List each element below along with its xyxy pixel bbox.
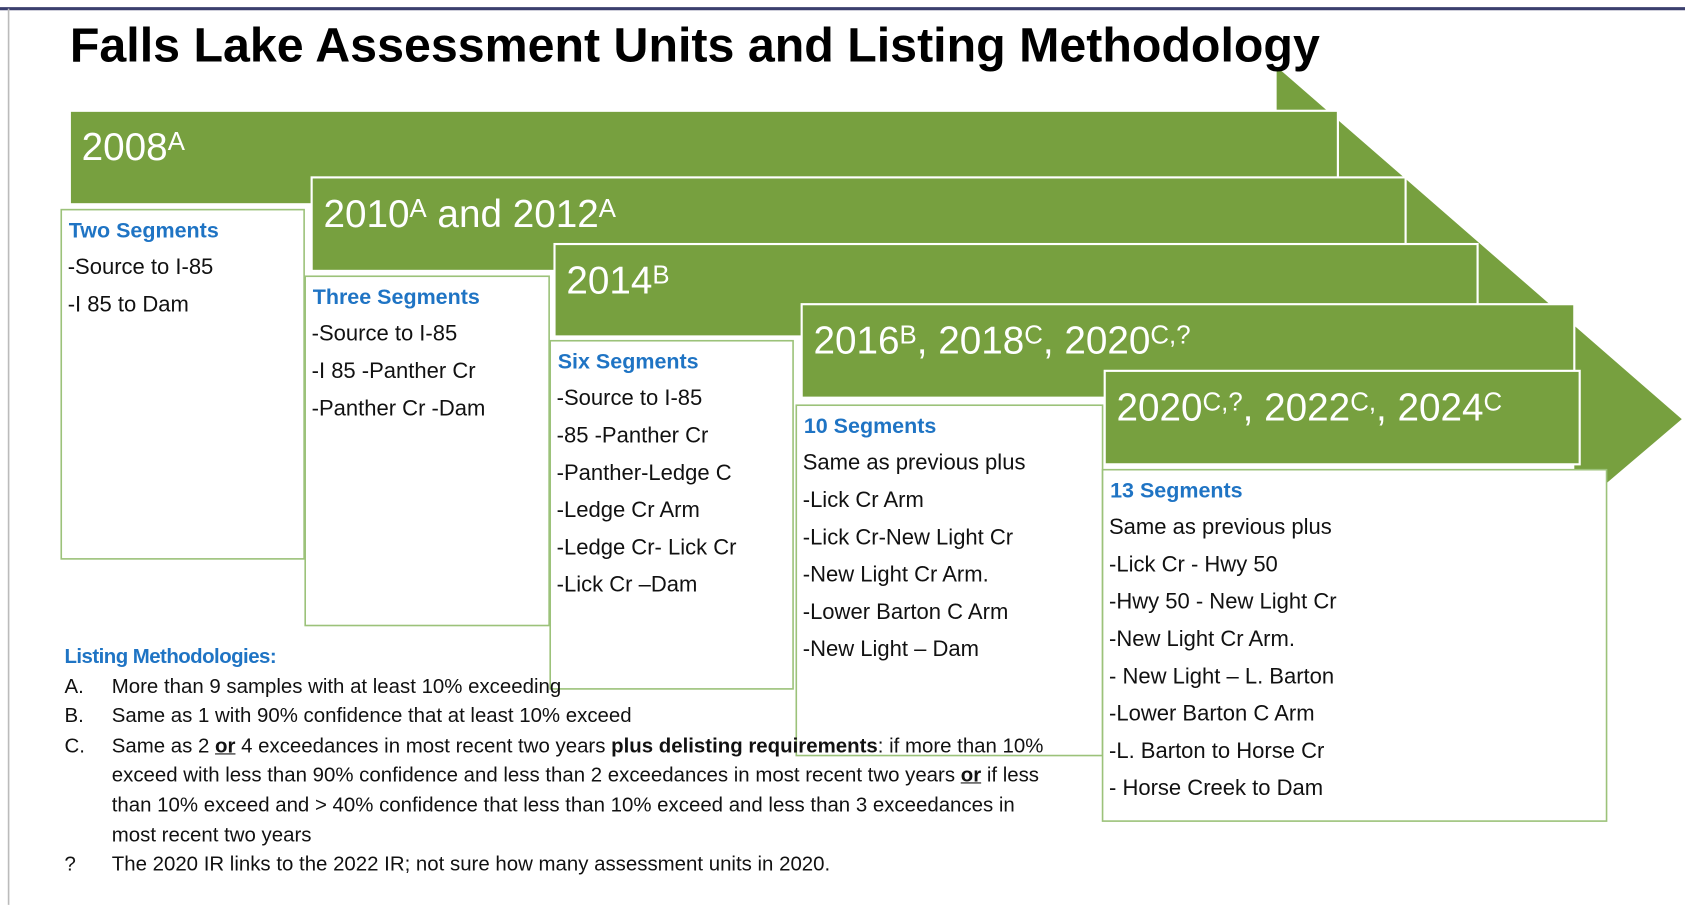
box-item: Same as previous plus <box>1109 514 1332 539</box>
item-marker: C. <box>64 734 85 758</box>
label-text: , 2018 <box>917 320 1025 363</box>
arrow-band <box>1103 369 1581 466</box>
superscript: C, <box>1350 388 1376 416</box>
box-heading: Six Segments <box>558 350 699 374</box>
box-heading: Two Segments <box>69 219 219 243</box>
methodology-item: A. More than 9 samples with at least 10% … <box>64 672 1096 702</box>
superscript: C,? <box>1150 321 1190 349</box>
box-item: -Ledge Cr- Lick Cr <box>557 534 737 559</box>
text-run: plus delisting requirements <box>611 734 878 758</box>
box-item: -I 85 to Dam <box>68 291 189 316</box>
box-item: -Source to I-85 <box>312 321 458 346</box>
methodologies-heading: Listing Methodologies: <box>64 645 277 669</box>
arrow-label: 2020C,?, 2022C,, 2024C <box>1117 386 1503 429</box>
box-item: -Panther Cr -Dam <box>312 395 486 420</box>
methodology-item: B. Same as 1 with 90% confidence that at … <box>64 702 1096 732</box>
superscript: A <box>409 194 427 222</box>
box-item: -Lower Barton C Arm <box>1109 701 1315 726</box>
item-marker: A. <box>64 675 84 699</box>
arrow-label: 2014B <box>566 259 669 302</box>
label-text: 2014 <box>566 259 652 302</box>
box-item: -Lick Cr-New Light Cr <box>803 524 1013 549</box>
item-text: Same as 2 or 4 exceedances in most recen… <box>112 732 1058 851</box>
label-text: 2010 <box>323 193 409 236</box>
title: Falls Lake Assessment Units and Listing … <box>70 18 1320 72</box>
box-item: -Hwy 50 - New Light Cr <box>1109 589 1337 614</box>
box-item: -Source to I-85 <box>557 385 703 410</box>
superscript: C <box>1484 388 1503 416</box>
text-run: More than 9 samples with at least 10% ex… <box>111 675 562 699</box>
superscript: A <box>599 194 617 222</box>
label-text: 2008 <box>82 126 168 169</box>
methodology-item: C. Same as 2 or 4 exceedances in most rec… <box>64 732 1096 851</box>
item-marker: ? <box>64 853 76 877</box>
segment-box <box>304 275 550 627</box>
box-item: -Panther-Ledge C <box>557 460 732 485</box>
arrow-label: 2010A and 2012A <box>323 193 616 236</box>
box-item: Same as previous plus <box>803 450 1026 475</box>
superscript: A <box>168 128 186 156</box>
segment-box <box>60 208 305 560</box>
text-run: or <box>215 734 236 758</box>
box-item: -I 85 -Panther Cr <box>312 358 476 383</box>
label-text: 2020 <box>1117 386 1203 429</box>
text-run: : if more than 10% exceed with less than… <box>111 734 1044 788</box>
box-item: -L. Barton to Horse Cr <box>1109 738 1324 763</box>
text-run: Same as 2 <box>111 734 216 758</box>
item-text: More than 9 samples with at least 10% ex… <box>112 672 1058 702</box>
superscript: C,? <box>1203 388 1243 416</box>
item-text: Same as 1 with 90% confidence that at le… <box>112 702 1058 732</box>
item-marker: B. <box>64 705 84 728</box>
text-run: The 2020 IR links to the 2022 IR; not su… <box>111 853 831 877</box>
box-item: -Lick Cr Arm <box>803 487 924 512</box>
methodology-item: ? The 2020 IR links to the 2022 IR; not s… <box>64 850 1096 880</box>
label-text: , 2022 <box>1243 386 1351 429</box>
label-text: 2016 <box>813 320 899 363</box>
box-heading: 13 Segments <box>1110 479 1243 503</box>
item-text: The 2020 IR links to the 2022 IR; not su… <box>112 850 1058 880</box>
arrow-label: 2008A <box>82 126 186 169</box>
label-text: and 2012 <box>427 193 599 236</box>
box-heading: 10 Segments <box>804 414 937 438</box>
box-item: -New Light Cr Arm. <box>803 562 989 587</box>
box-item: - Horse Creek to Dam <box>1109 775 1323 800</box>
box-item: -Lick Cr –Dam <box>557 572 698 597</box>
box-item: -New Light Cr Arm. <box>1109 626 1295 651</box>
segment-box <box>795 404 1104 757</box>
box-item: -Lick Cr - Hwy 50 <box>1109 551 1278 576</box>
box-item: -New Light – Dam <box>803 636 979 661</box>
segment-box <box>549 339 794 690</box>
label-text: , 2020 <box>1043 320 1151 363</box>
label-text: , 2024 <box>1376 386 1484 429</box>
box-item: -Source to I-85 <box>68 254 214 279</box>
text-run: Same as 1 with 90% confidence that at le… <box>111 705 632 728</box>
box-item: -Lower Barton C Arm <box>803 599 1009 624</box>
superscript: C <box>1024 321 1043 349</box>
superscript: B <box>652 261 669 289</box>
box-item: -Ledge Cr Arm <box>557 497 700 522</box>
box-heading: Three Segments <box>313 285 480 309</box>
box-item: -85 -Panther Cr <box>557 423 709 448</box>
box-item: - New Light – L. Barton <box>1109 663 1334 688</box>
methodologies-list: Listing Methodologies: A. More than 9 samp… <box>64 643 1096 880</box>
text-run: 4 exceedances in most recent two years <box>235 734 612 758</box>
superscript: B <box>900 321 917 349</box>
segment-box <box>1101 468 1608 822</box>
text-run: or <box>960 764 982 788</box>
arrow-label: 2016B, 2018C, 2020C,? <box>813 320 1190 363</box>
methodologies: Listing Methodologies: A. More than 9 samp… <box>64 643 1096 880</box>
text-run: if less than 10% exceed and > 40% confid… <box>111 764 1040 847</box>
